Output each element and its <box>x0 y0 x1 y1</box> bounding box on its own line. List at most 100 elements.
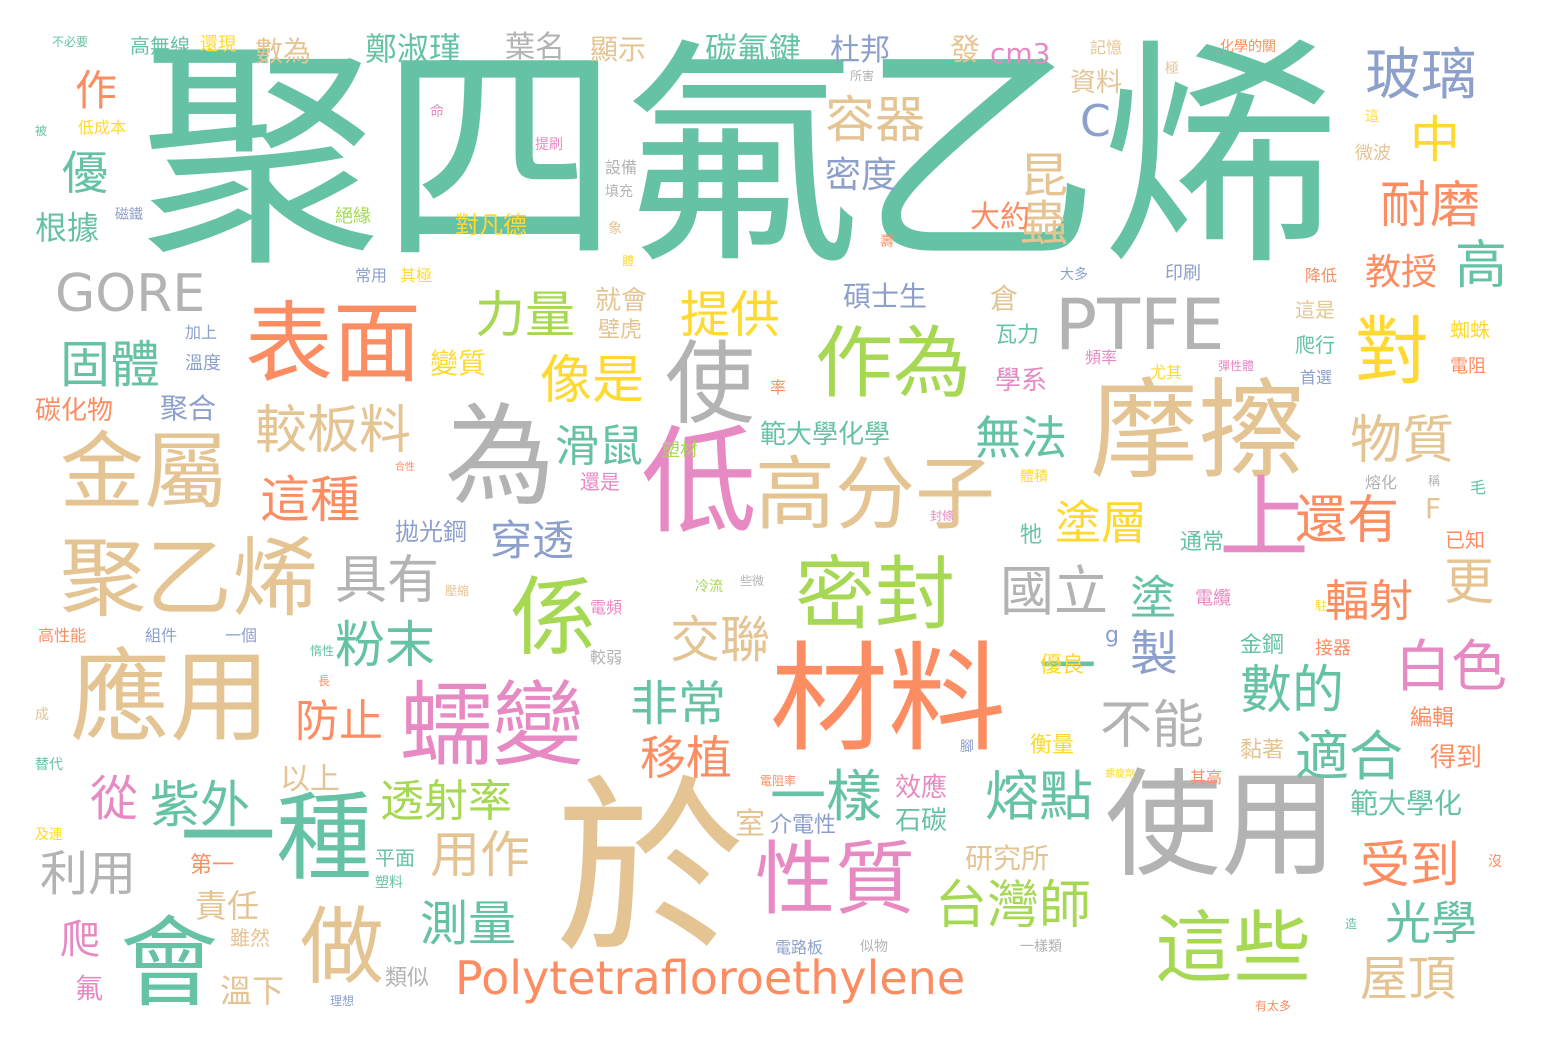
word: 學系 <box>995 366 1048 396</box>
word: 變質 <box>430 347 487 380</box>
word: 其極 <box>400 266 433 285</box>
word: 編輯 <box>1410 706 1455 731</box>
word: 頻率 <box>1085 348 1118 367</box>
word: 根據 <box>35 209 100 247</box>
word: 大多 <box>1060 267 1088 283</box>
word: 壓縮 <box>445 584 470 598</box>
word: 室 <box>735 807 765 842</box>
word: 石碳 <box>895 806 948 836</box>
word: 不必要 <box>52 35 89 49</box>
word: 像是 <box>540 351 645 411</box>
word: 大約 <box>970 200 1030 235</box>
word: 一 <box>1040 635 1096 700</box>
word: 性質 <box>755 833 915 926</box>
word: 微波 <box>1355 143 1391 164</box>
word: 及連 <box>35 827 63 843</box>
word: 蜘蛛 <box>1450 318 1490 342</box>
word: 蠕變 <box>400 672 585 779</box>
word: 塗 <box>1130 571 1176 625</box>
word: 螺旋劑 <box>1105 769 1135 780</box>
word: 使 <box>665 332 755 437</box>
word: 作為 <box>815 319 972 409</box>
word: 還有 <box>1295 491 1400 551</box>
word: 無法 <box>975 411 1067 465</box>
word: 替代 <box>35 757 63 773</box>
word: 材料 <box>770 630 1007 768</box>
word: 通常 <box>1180 530 1225 555</box>
word: 力量 <box>475 286 575 344</box>
word: 常用 <box>355 266 388 285</box>
word: 接器 <box>1315 638 1351 659</box>
word: 物質 <box>1350 411 1455 471</box>
word: 倉 <box>990 282 1019 315</box>
word: 碳氟鍵 <box>705 30 802 68</box>
word: 台灣師 <box>935 876 1092 936</box>
word: 白色 <box>1395 635 1507 700</box>
word: 氟 <box>75 972 104 1005</box>
word: 熔點 <box>985 765 1093 828</box>
word: 極 <box>1165 61 1179 77</box>
word: 範大學化 <box>1350 787 1463 820</box>
word: 做 <box>300 898 385 996</box>
word: 輻射 <box>1325 576 1413 627</box>
word: 成 <box>35 707 49 723</box>
word: 密封 <box>795 548 955 641</box>
word: 長 <box>318 674 331 688</box>
word: 耐磨 <box>1380 176 1480 234</box>
word: 首選 <box>1300 368 1333 387</box>
word: 以上 <box>280 762 340 797</box>
word: 應用 <box>70 639 270 756</box>
word: 測量 <box>420 896 517 952</box>
word: 第一 <box>190 853 235 878</box>
word: 象 <box>608 221 622 237</box>
word: 沒 <box>1488 854 1502 870</box>
word: 效應 <box>895 773 948 803</box>
word: 顯示 <box>590 33 647 66</box>
word: 碳化物 <box>35 396 114 426</box>
word: 於 <box>555 759 746 980</box>
word: 塑料 <box>375 875 403 891</box>
word: 降低 <box>1305 266 1338 285</box>
word: 碩士生 <box>843 280 928 313</box>
word: 印刷 <box>1165 263 1201 284</box>
word: 爬行 <box>1295 333 1335 357</box>
word: cm3 <box>990 37 1051 70</box>
word: 一樣 <box>770 765 882 830</box>
word: 對 <box>1355 309 1429 395</box>
word: 牠 <box>1020 523 1043 548</box>
word: 作 <box>75 66 118 115</box>
word: 發 <box>950 33 980 68</box>
word: 惰性 <box>310 644 335 658</box>
word: 數為 <box>255 35 312 68</box>
word: 似物 <box>860 939 888 955</box>
word: 一樣類 <box>1020 939 1062 955</box>
word: 係 <box>510 568 596 668</box>
word: 低成本 <box>78 118 127 137</box>
word: 從 <box>90 771 139 827</box>
word: 責任 <box>195 887 260 925</box>
word: 提刷 <box>535 137 563 153</box>
word: 受到 <box>1360 836 1460 894</box>
word: 彈性體 <box>1218 359 1255 373</box>
word: 溫度 <box>185 353 221 374</box>
word: 金屬 <box>60 423 229 521</box>
word: 防止 <box>295 696 383 747</box>
word: 就會 <box>595 286 648 316</box>
word: 高無線 <box>130 34 190 58</box>
word: 毛 <box>1470 478 1487 497</box>
word: 固體 <box>60 336 160 394</box>
word: 磁鐵 <box>115 207 143 223</box>
word: 較弱 <box>590 648 623 667</box>
word: 優良 <box>1040 653 1085 678</box>
word: 這 <box>1365 109 1379 125</box>
word: 黏著 <box>1240 738 1285 763</box>
word: 較板料 <box>255 401 412 461</box>
word: 組件 <box>145 626 178 645</box>
word: 衡量 <box>1030 733 1075 758</box>
word: 聚乙烯 <box>60 529 318 629</box>
word: 尤其 <box>1150 363 1183 382</box>
word: 國立 <box>1000 560 1108 623</box>
word: 穿透 <box>490 516 575 565</box>
word: 體 <box>622 254 635 268</box>
